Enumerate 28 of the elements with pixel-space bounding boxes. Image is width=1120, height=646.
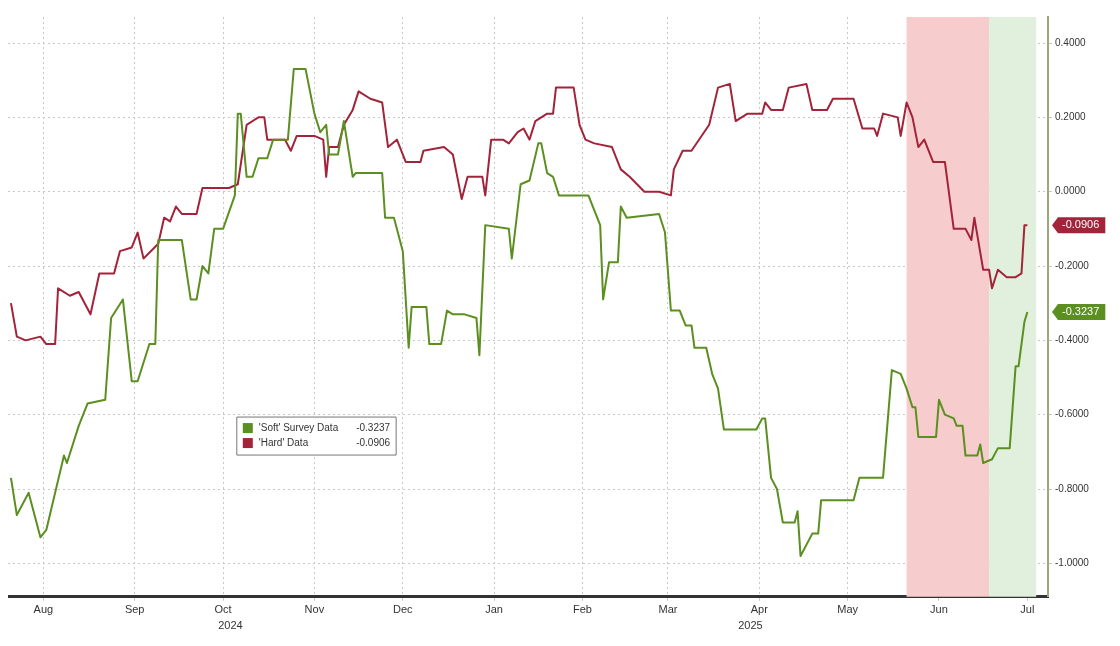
x-tick-label: Oct [214,603,232,616]
y-tick-label: -0.4000 [1055,334,1090,346]
legend-label: 'Soft' Survey Data [258,421,339,433]
x-tick-label: May [837,603,859,616]
annotation: -0.0906 [356,436,391,448]
x-tick-label: Apr [750,603,769,616]
text: -0.3237 [1062,305,1100,318]
y-tick-label: -0.6000 [1055,408,1090,420]
y-tick-label: -1.0000 [1055,557,1090,569]
text: -0.0906 [1062,218,1100,231]
x-tick-label: Nov [304,603,325,616]
text: 2024 [218,619,243,632]
y-tick-label: -0.2000 [1055,259,1090,271]
x-tick-label: Jun [930,603,948,616]
x-tick-label: Feb [573,603,592,616]
annotation: -0.3237 [356,421,391,433]
x-tick-label: Dec [393,603,414,616]
x-tick-label: Jul [1020,603,1035,616]
x-tick-label: Jan [485,603,503,616]
y-tick-label: 0.2000 [1055,111,1087,123]
x-tick-label: Aug [33,603,54,616]
text: 2025 [738,619,763,632]
legend-label: 'Hard' Data [258,436,309,448]
y-tick-label: -0.8000 [1055,482,1090,494]
x-tick-label: Sep [124,603,145,616]
x-tick-label: Mar [658,603,678,616]
y-tick-label: 0.4000 [1055,36,1087,48]
y-tick-label: 0.0000 [1055,185,1087,197]
